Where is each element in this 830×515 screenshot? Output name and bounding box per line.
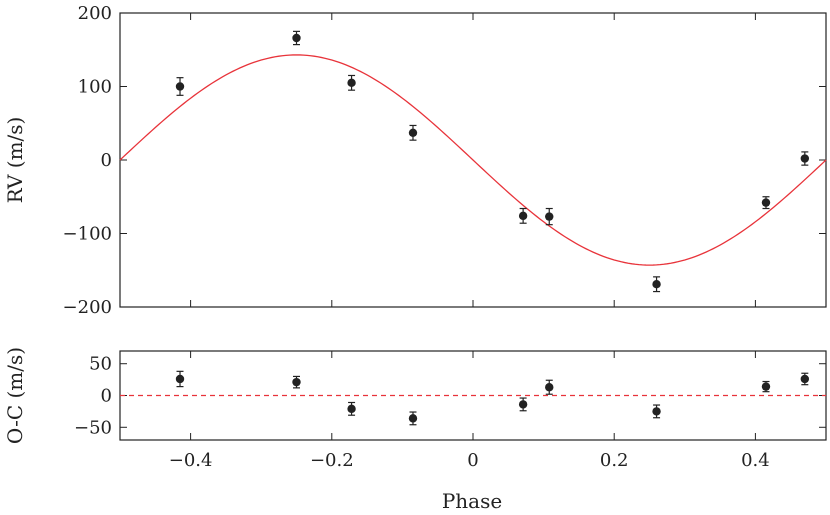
x-tick-label: 0 [467, 450, 478, 471]
oc-data-point [408, 414, 418, 423]
rv-data-point [408, 128, 418, 138]
residual-panel: −50 0 50 −0.4 −0.2 0 0.2 0.4 O-C (m/s) [3, 347, 827, 471]
x-axis-label: Phase [442, 489, 502, 513]
rv-data-point [800, 154, 810, 163]
model-curve [119, 54, 827, 266]
oc-y-axis-label: O-C (m/s) [3, 347, 27, 444]
rv-data-point [175, 82, 185, 91]
oc-ytick-label: −50 [74, 417, 112, 438]
rv-data-point [347, 78, 356, 88]
x-tick-label: −0.2 [310, 450, 354, 471]
oc-data-point [545, 383, 554, 392]
oc-ytick-label: 50 [89, 354, 112, 375]
rv-data-point [545, 212, 554, 221]
rv-ytick-label: −100 [63, 224, 112, 245]
oc-data-point [175, 374, 185, 384]
oc-data-point [347, 404, 356, 414]
rv-ytick-label: −200 [63, 297, 112, 318]
x-tick-label: 0.4 [741, 450, 770, 471]
rv-ytick-label: 200 [78, 3, 112, 24]
x-tick-label: −0.4 [169, 450, 213, 471]
rv-y-axis-label: RV (m/s) [3, 117, 27, 204]
oc-ytick-label: 0 [101, 386, 112, 407]
x-tick-label: 0.2 [600, 450, 629, 471]
rv-data-point [652, 280, 661, 289]
oc-data-point [761, 382, 771, 391]
rv-ytick-label: 100 [78, 77, 112, 98]
rv-data-point [292, 33, 301, 43]
rv-ytick-label: 0 [101, 150, 112, 171]
rv-panel: −200 −100 0 100 200 RV (m/s) [3, 3, 827, 318]
rv-data-point [761, 198, 771, 207]
rv-data-point [518, 211, 528, 221]
oc-data-point [800, 374, 810, 384]
oc-data-point [652, 407, 661, 416]
oc-data-point [292, 377, 301, 387]
oc-data-point [518, 400, 528, 409]
